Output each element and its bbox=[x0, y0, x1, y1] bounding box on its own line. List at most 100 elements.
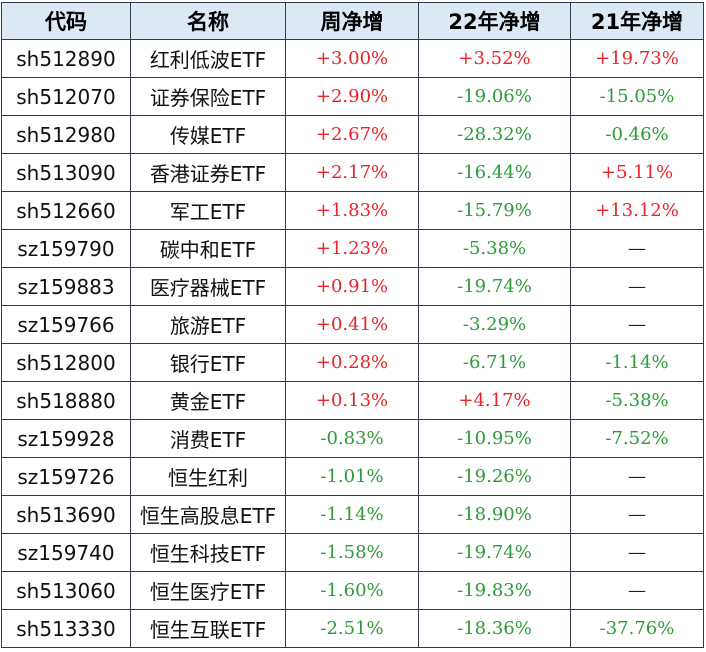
cell-weekly-net-increase: +1.83% bbox=[285, 191, 419, 230]
table-row: sz159928 消费ETF -0.83% -10.95% -7.52% bbox=[1, 419, 704, 458]
cell-name: 红利低波ETF bbox=[130, 39, 286, 78]
cell-2021-net-increase: -7.52% bbox=[570, 419, 704, 458]
cell-name: 医疗器械ETF bbox=[130, 267, 286, 306]
table-row: sh513060 恒生医疗ETF -1.60% -19.83% — bbox=[1, 571, 704, 610]
cell-2022-net-increase: -19.83% bbox=[418, 571, 571, 610]
cell-code: sh512800 bbox=[1, 343, 131, 382]
table-row: sz159740 恒生科技ETF -1.58% -19.74% — bbox=[1, 533, 704, 572]
cell-2021-net-increase: -37.76% bbox=[570, 609, 704, 648]
cell-weekly-net-increase: -1.14% bbox=[285, 495, 419, 534]
table-row: sh512070 证券保险ETF +2.90% -19.06% -15.05% bbox=[1, 77, 704, 116]
cell-2021-net-increase: +5.11% bbox=[570, 153, 704, 192]
cell-weekly-net-increase: -1.60% bbox=[285, 571, 419, 610]
cell-2022-net-increase: +4.17% bbox=[418, 381, 571, 420]
table-header: 代码 名称 周净增 22年净增 21年净增 bbox=[1, 2, 704, 40]
cell-2021-net-increase-empty: — bbox=[570, 533, 704, 572]
cell-code: sz159726 bbox=[1, 457, 131, 496]
cell-weekly-net-increase: -1.58% bbox=[285, 533, 419, 572]
cell-2021-net-increase: -5.38% bbox=[570, 381, 704, 420]
cell-code: sz159928 bbox=[1, 419, 131, 458]
table-body: sh512890 红利低波ETF +3.00% +3.52% +19.73% sh5120… bbox=[1, 39, 704, 648]
cell-name: 恒生红利 bbox=[130, 457, 286, 496]
cell-weekly-net-increase: +0.13% bbox=[285, 381, 419, 420]
cell-code: sh512890 bbox=[1, 39, 131, 78]
cell-weekly-net-increase: +2.90% bbox=[285, 77, 419, 116]
cell-weekly-net-increase: +2.67% bbox=[285, 115, 419, 154]
table-row: sh512980 传媒ETF +2.67% -28.32% -0.46% bbox=[1, 115, 704, 154]
cell-code: sh512660 bbox=[1, 191, 131, 230]
cell-weekly-net-increase: -1.01% bbox=[285, 457, 419, 496]
cell-weekly-net-increase: +0.91% bbox=[285, 267, 419, 306]
cell-2021-net-increase-empty: — bbox=[570, 267, 704, 306]
table-row: sz159883 医疗器械ETF +0.91% -19.74% — bbox=[1, 267, 704, 306]
cell-2021-net-increase-empty: — bbox=[570, 495, 704, 534]
header-2022-net-increase: 22年净增 bbox=[418, 2, 571, 40]
cell-code: sz159790 bbox=[1, 229, 131, 268]
cell-2021-net-increase: +13.12% bbox=[570, 191, 704, 230]
cell-2021-net-increase: -0.46% bbox=[570, 115, 704, 154]
table-row: sh513330 恒生互联ETF -2.51% -18.36% -37.76% bbox=[1, 609, 704, 648]
cell-2021-net-increase: -15.05% bbox=[570, 77, 704, 116]
cell-2022-net-increase: -10.95% bbox=[418, 419, 571, 458]
table-row: sz159790 碳中和ETF +1.23% -5.38% — bbox=[1, 229, 704, 268]
table-row: sh512660 军工ETF +1.83% -15.79% +13.12% bbox=[1, 191, 704, 230]
cell-weekly-net-increase: +2.17% bbox=[285, 153, 419, 192]
cell-code: sh512070 bbox=[1, 77, 131, 116]
header-row: 代码 名称 周净增 22年净增 21年净增 bbox=[1, 2, 704, 40]
cell-2022-net-increase: -28.32% bbox=[418, 115, 571, 154]
cell-2022-net-increase: -19.74% bbox=[418, 267, 571, 306]
cell-weekly-net-increase: -0.83% bbox=[285, 419, 419, 458]
cell-2021-net-increase-empty: — bbox=[570, 457, 704, 496]
cell-code: sh513090 bbox=[1, 153, 131, 192]
table-row: sh512890 红利低波ETF +3.00% +3.52% +19.73% bbox=[1, 39, 704, 78]
cell-name: 香港证券ETF bbox=[130, 153, 286, 192]
table-row: sh518880 黄金ETF +0.13% +4.17% -5.38% bbox=[1, 381, 704, 420]
cell-2022-net-increase: +3.52% bbox=[418, 39, 571, 78]
cell-2021-net-increase-empty: — bbox=[570, 571, 704, 610]
cell-name: 传媒ETF bbox=[130, 115, 286, 154]
cell-weekly-net-increase: +0.28% bbox=[285, 343, 419, 382]
cell-weekly-net-increase: -2.51% bbox=[285, 609, 419, 648]
cell-name: 证券保险ETF bbox=[130, 77, 286, 116]
cell-2022-net-increase: -19.74% bbox=[418, 533, 571, 572]
cell-weekly-net-increase: +1.23% bbox=[285, 229, 419, 268]
cell-name: 银行ETF bbox=[130, 343, 286, 382]
cell-name: 旅游ETF bbox=[130, 305, 286, 344]
cell-name: 恒生互联ETF bbox=[130, 609, 286, 648]
header-weekly-net-increase: 周净增 bbox=[285, 2, 419, 40]
table-row: sh513090 香港证券ETF +2.17% -16.44% +5.11% bbox=[1, 153, 704, 192]
cell-name: 军工ETF bbox=[130, 191, 286, 230]
cell-2022-net-increase: -18.90% bbox=[418, 495, 571, 534]
table-row: sh512800 银行ETF +0.28% -6.71% -1.14% bbox=[1, 343, 704, 382]
cell-name: 碳中和ETF bbox=[130, 229, 286, 268]
cell-name: 黄金ETF bbox=[130, 381, 286, 420]
cell-2022-net-increase: -15.79% bbox=[418, 191, 571, 230]
table-row: sz159726 恒生红利 -1.01% -19.26% — bbox=[1, 457, 704, 496]
cell-2021-net-increase: +19.73% bbox=[570, 39, 704, 78]
cell-weekly-net-increase: +0.41% bbox=[285, 305, 419, 344]
cell-code: sh513330 bbox=[1, 609, 131, 648]
cell-2022-net-increase: -19.26% bbox=[418, 457, 571, 496]
header-code: 代码 bbox=[1, 2, 131, 40]
cell-code: sz159766 bbox=[1, 305, 131, 344]
table-row: sz159766 旅游ETF +0.41% -3.29% — bbox=[1, 305, 704, 344]
cell-code: sh513690 bbox=[1, 495, 131, 534]
cell-code: sh512980 bbox=[1, 115, 131, 154]
table-row: sh513690 恒生高股息ETF -1.14% -18.90% — bbox=[1, 495, 704, 534]
cell-code: sz159883 bbox=[1, 267, 131, 306]
cell-2022-net-increase: -6.71% bbox=[418, 343, 571, 382]
cell-code: sh518880 bbox=[1, 381, 131, 420]
cell-2021-net-increase-empty: — bbox=[570, 229, 704, 268]
cell-weekly-net-increase: +3.00% bbox=[285, 39, 419, 78]
cell-name: 恒生科技ETF bbox=[130, 533, 286, 572]
cell-name: 恒生高股息ETF bbox=[130, 495, 286, 534]
cell-code: sz159740 bbox=[1, 533, 131, 572]
cell-2021-net-increase: -1.14% bbox=[570, 343, 704, 382]
cell-2021-net-increase-empty: — bbox=[570, 305, 704, 344]
cell-2022-net-increase: -16.44% bbox=[418, 153, 571, 192]
cell-2022-net-increase: -3.29% bbox=[418, 305, 571, 344]
cell-2022-net-increase: -19.06% bbox=[418, 77, 571, 116]
header-2021-net-increase: 21年净增 bbox=[570, 2, 704, 40]
cell-name: 消费ETF bbox=[130, 419, 286, 458]
